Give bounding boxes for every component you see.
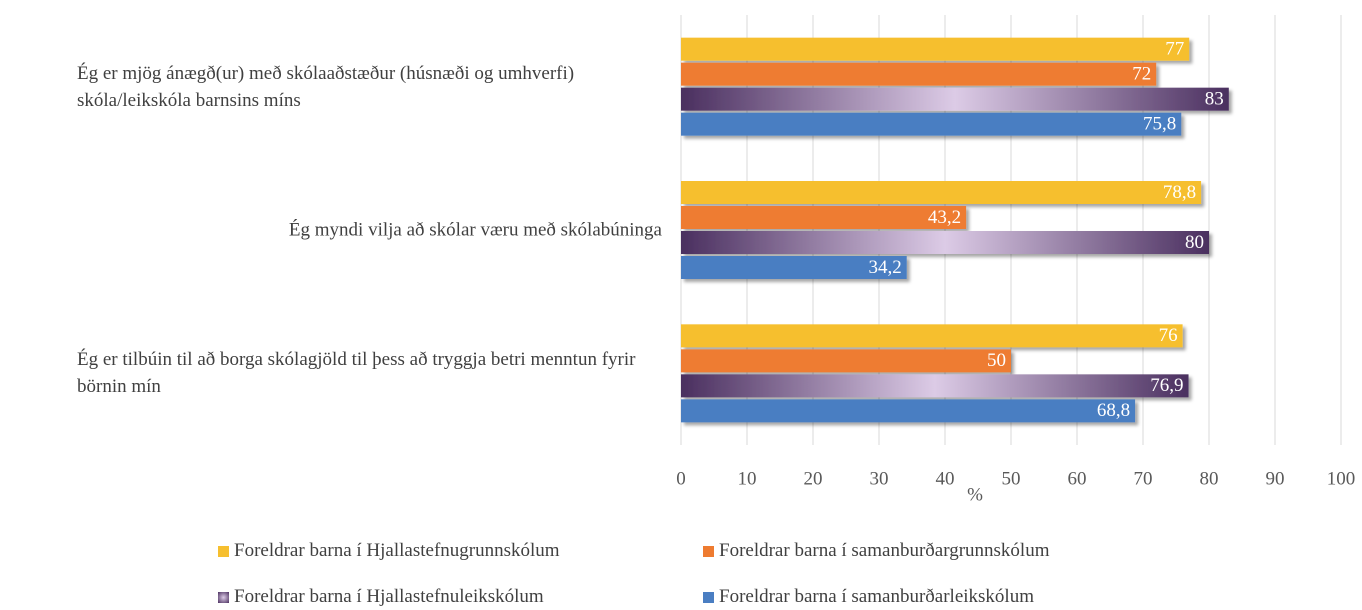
category-label: Ég er mjög ánægð(ur) með skólaaðstæður (…: [77, 62, 575, 111]
x-tick-label: 30: [870, 468, 889, 489]
data-label: 83: [1205, 89, 1224, 110]
data-label: 72: [1132, 64, 1151, 85]
category-label: Ég myndi vilja að skólar væru með skólab…: [288, 219, 662, 241]
data-label: 68,8: [1097, 400, 1130, 421]
data-label: 80: [1185, 232, 1204, 253]
bar: [681, 87, 1229, 111]
category-label: Ég er tilbúin til að borga skólagjöld ti…: [77, 349, 636, 398]
bar: [681, 374, 1189, 398]
bar: [681, 256, 907, 279]
x-tick-label: 0: [676, 468, 686, 489]
bar: [681, 181, 1202, 204]
legend-item: Foreldrar barna í samanburðargrunnskólum: [703, 540, 1049, 562]
x-tick-label: 80: [1200, 468, 1219, 489]
x-axis-label: %: [967, 484, 983, 505]
bar: [681, 62, 1157, 86]
data-label: 34,2: [868, 257, 901, 278]
x-tick-label: 100: [1327, 468, 1356, 489]
data-label: 75,8: [1143, 114, 1176, 135]
x-tick-label: 20: [804, 468, 823, 489]
legend-text: Foreldrar barna í Hjallastefnugrunnskólu…: [234, 540, 560, 561]
bar: [681, 37, 1190, 61]
data-label: 50: [987, 350, 1006, 371]
legend-text: Foreldrar barna í samanburðargrunnskólum: [719, 540, 1050, 561]
bar: [681, 231, 1209, 254]
data-label: 76,9: [1150, 375, 1183, 396]
x-tick-label: 90: [1266, 468, 1285, 489]
legend-item: Foreldrar barna í Hjallastefnuleikskólum: [218, 586, 544, 608]
x-tick-label: 50: [1002, 468, 1021, 489]
legend-swatch: [218, 591, 229, 603]
legend-item: Foreldrar barna í Hjallastefnugrunnskólu…: [218, 540, 560, 562]
data-label: 43,2: [928, 207, 961, 228]
legend-item: Foreldrar barna í samanburðarleikskólum: [703, 586, 1034, 608]
bar: [681, 324, 1183, 348]
bar: [681, 112, 1182, 136]
legend-text: Foreldrar barna í samanburðarleikskólum: [719, 586, 1034, 607]
bar: [681, 399, 1136, 423]
data-label: 76: [1159, 325, 1178, 346]
legend-swatch: [703, 591, 714, 603]
x-tick-label: 70: [1134, 468, 1153, 489]
data-label: 78,8: [1163, 182, 1196, 203]
legend-swatch: [218, 545, 229, 557]
data-label: 77: [1165, 39, 1184, 60]
bar: [681, 206, 967, 229]
x-tick-label: 40: [936, 468, 955, 489]
legend-swatch: [703, 545, 714, 557]
legend-text: Foreldrar barna í Hjallastefnuleikskólum: [234, 586, 544, 607]
x-tick-label: 10: [738, 468, 757, 489]
bar: [681, 349, 1011, 373]
x-tick-label: 60: [1068, 468, 1087, 489]
